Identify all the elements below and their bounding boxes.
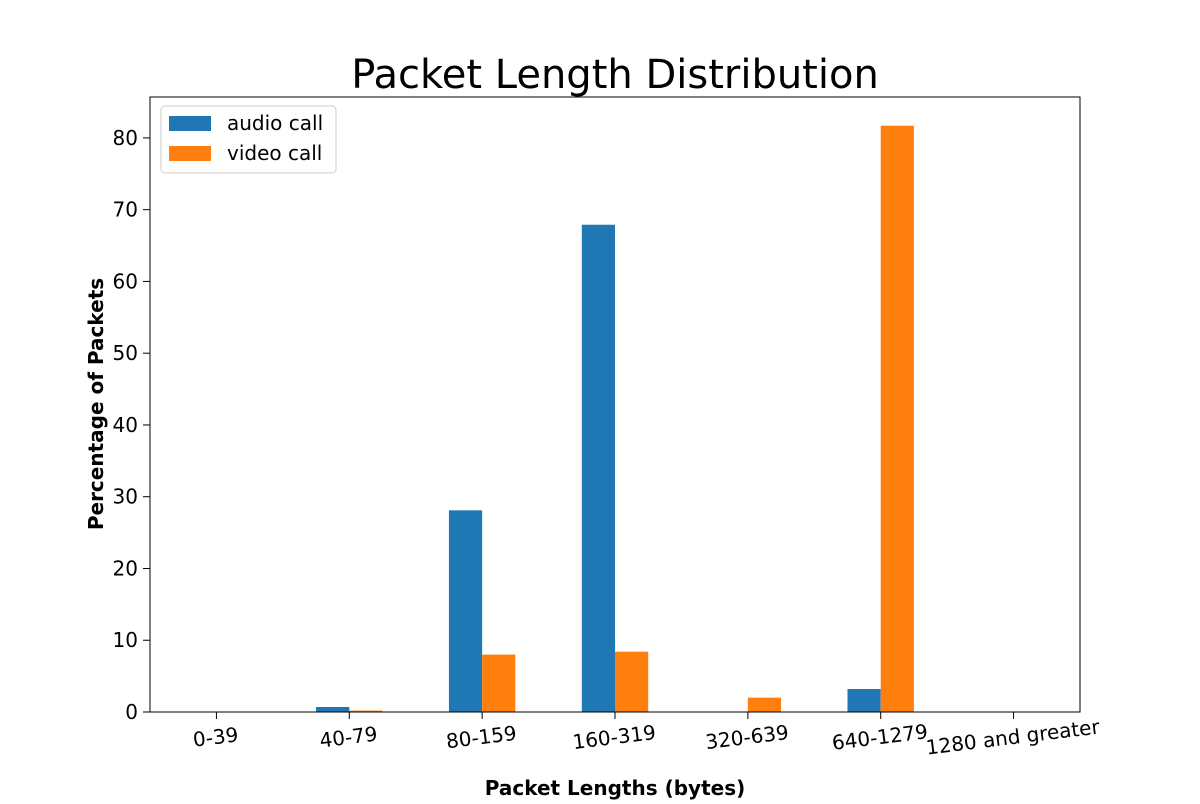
- y-tick-label: 80: [113, 126, 138, 150]
- x-axis-ticks: 0-39 40-79 80-159 160-319 320-639 640-1279128…: [192, 712, 1102, 760]
- bar-video-5: [880, 125, 914, 713]
- y-tick-label: 50: [113, 341, 138, 365]
- x-tick-label: 160-319: [571, 720, 657, 754]
- y-tick-label: 70: [113, 198, 138, 222]
- y-tick-label: 30: [113, 485, 138, 509]
- plot-frame: [149, 96, 1081, 713]
- x-axis-label: Packet Lengths (bytes): [485, 776, 746, 800]
- bar-audio-3: [581, 224, 615, 713]
- bar-audio-5: [847, 689, 881, 712]
- bar-audio-2: [448, 510, 483, 712]
- bar-video-2: [482, 654, 516, 712]
- y-tick-label: 40: [113, 413, 138, 437]
- y-axis-ticks: 0 10 20 30 40 50 60 70 80: [113, 126, 150, 724]
- x-tick-label: 0-39: [192, 722, 240, 751]
- legend-swatch-video: [169, 146, 211, 161]
- x-tick-label: 320-639: [704, 720, 790, 754]
- y-tick-label: 10: [113, 628, 138, 652]
- x-tick-label: 80-159: [445, 721, 518, 753]
- bars-group: [316, 125, 914, 713]
- chart-title: Packet Length Distribution: [351, 52, 879, 98]
- bar-video-4: [747, 697, 782, 712]
- y-axis-label: Percentage of Packets: [84, 278, 108, 530]
- y-tick-label: 20: [113, 556, 138, 580]
- bar-audio-1: [316, 706, 350, 712]
- x-tick-label: 40-79: [318, 722, 379, 753]
- x-tick-label: 640-1279: [831, 719, 930, 755]
- legend-label-video: video call: [227, 141, 322, 165]
- bar-video-1: [349, 710, 383, 712]
- y-tick-label: 0: [125, 700, 138, 724]
- x-tick-label: 1280 and greater: [925, 714, 1102, 759]
- legend: audio call video call: [160, 105, 337, 174]
- y-tick-label: 60: [113, 269, 138, 293]
- legend-label-audio: audio call: [227, 111, 323, 135]
- legend-swatch-audio: [169, 116, 211, 131]
- bar-video-3: [615, 651, 649, 712]
